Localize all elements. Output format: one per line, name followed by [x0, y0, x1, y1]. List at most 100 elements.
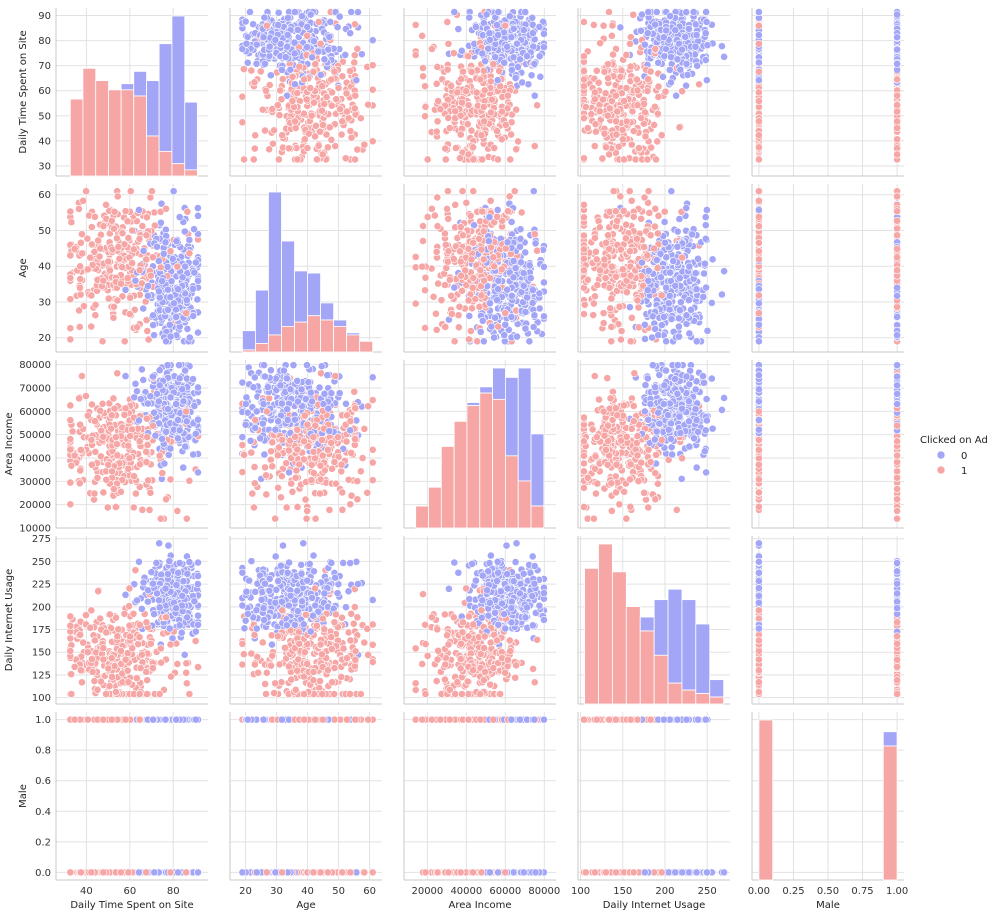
hist-bar-1 [171, 163, 186, 177]
scatter-point [602, 143, 610, 152]
scatter-point [701, 56, 710, 64]
scatter-point [290, 8, 299, 16]
scatter-point [720, 52, 728, 61]
scatter-point [265, 145, 274, 154]
scatter-point [616, 72, 625, 81]
scatter-point [347, 8, 356, 16]
scatter-point [644, 8, 653, 16]
scatter-point [465, 335, 473, 344]
scatter-point [623, 288, 631, 297]
scatter-point [338, 117, 347, 126]
scatter-point [66, 324, 75, 333]
scatter-point [478, 207, 487, 216]
scatter-point [247, 66, 256, 75]
scatter-point [527, 71, 536, 80]
scatter-point [464, 244, 473, 253]
scatter-point [654, 58, 663, 67]
scatter-point [467, 126, 476, 135]
scatter-point [755, 187, 763, 196]
scatter-point [517, 208, 526, 217]
scatter-point [644, 266, 653, 275]
scatter-point [334, 84, 343, 92]
scatter-point [675, 274, 684, 283]
scatter-point [330, 67, 339, 76]
scatter-point [290, 49, 299, 58]
scatter-point [675, 306, 684, 315]
scatter-point [323, 143, 332, 152]
scatter-point [427, 45, 436, 53]
hist-bar-1 [158, 150, 173, 177]
scatter-point [676, 65, 685, 74]
scatter-point [453, 88, 462, 97]
scatter-point [175, 213, 184, 222]
scatter-point [449, 49, 458, 58]
scatter-point [87, 322, 96, 331]
scatter-point [513, 332, 521, 341]
scatter-point [302, 95, 311, 104]
scatter-point [627, 140, 636, 149]
scatter-point [333, 23, 342, 32]
scatter-point [599, 319, 608, 327]
scatter-point [469, 238, 477, 247]
scatter-point [605, 150, 614, 159]
scatter-point [441, 323, 450, 331]
scatter-point [587, 110, 596, 119]
scatter-point [591, 234, 599, 242]
scatter-point [441, 155, 450, 164]
hist-bar-1 [69, 98, 84, 177]
scatter-point [893, 91, 901, 100]
panel-0-3 [577, 8, 730, 177]
scatter-point [350, 58, 359, 67]
scatter-point [303, 22, 312, 31]
scatter-point [90, 212, 99, 221]
scatter-point [530, 142, 539, 150]
scatter-point [290, 38, 299, 47]
scatter-point [66, 251, 75, 260]
scatter-point [173, 262, 182, 271]
scatter-point [112, 234, 121, 243]
scatter-point [755, 39, 763, 48]
scatter-point [265, 42, 274, 51]
scatter-point [673, 227, 682, 236]
scatter-point [99, 222, 108, 231]
scatter-point [477, 131, 486, 140]
scatter-point [893, 135, 901, 144]
scatter-point [513, 39, 521, 48]
scatter-point [96, 244, 105, 253]
scatter-point [318, 106, 326, 115]
scatter-point [893, 107, 901, 116]
scatter-point [580, 114, 588, 123]
scatter-point [498, 107, 506, 116]
scatter-point [701, 221, 710, 230]
scatter-point [613, 107, 622, 116]
scatter-point [117, 279, 125, 288]
scatter-point [109, 313, 118, 322]
scatter-point [464, 52, 473, 61]
scatter-point [629, 10, 638, 19]
scatter-point [113, 296, 122, 305]
scatter-point [497, 135, 506, 144]
scatter-point [676, 298, 685, 307]
scatter-point [583, 275, 592, 284]
scatter-point [304, 129, 313, 138]
scatter-point [182, 309, 191, 318]
scatter-point [238, 118, 247, 127]
scatter-point [451, 107, 460, 116]
scatter-point [507, 65, 516, 74]
scatter-point [692, 285, 701, 294]
scatter-point [650, 121, 659, 129]
scatter-point [286, 65, 295, 74]
scatter-point [755, 299, 763, 308]
hist-bar-1 [346, 334, 361, 353]
scatter-point [529, 323, 538, 331]
scatter-point [493, 21, 501, 29]
scatter-point [595, 107, 604, 116]
scatter-point [104, 294, 113, 303]
scatter-point [167, 277, 176, 286]
scatter-point [324, 45, 333, 54]
scatter-point [755, 320, 763, 329]
scatter-point [657, 321, 666, 329]
scatter-point [275, 155, 283, 164]
scatter-point [893, 253, 901, 262]
scatter-point [674, 314, 683, 323]
